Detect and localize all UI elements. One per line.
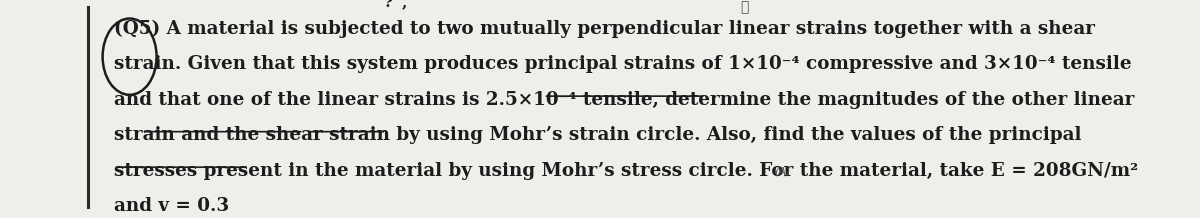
Text: and v = 0.3: and v = 0.3 bbox=[114, 197, 229, 215]
Text: (A): (A) bbox=[774, 166, 791, 176]
Text: ,: , bbox=[402, 0, 407, 10]
Text: and that one of the linear strains is 2.5×10⁻⁴ tensile, determine the magnitudes: and that one of the linear strains is 2.… bbox=[114, 91, 1134, 109]
Text: ⓐ: ⓐ bbox=[740, 0, 749, 14]
Text: stresses present in the material by using Mohr’s stress circle. For the material: stresses present in the material by usin… bbox=[114, 162, 1138, 180]
Text: strain and the shear strain by using Mohr’s strain circle. Also, find the values: strain and the shear strain by using Moh… bbox=[114, 126, 1081, 144]
Text: ?: ? bbox=[384, 0, 392, 10]
Text: (Q5) A material is subjected to two mutually perpendicular linear strains togeth: (Q5) A material is subjected to two mutu… bbox=[114, 20, 1096, 38]
Text: strain. Given that this system produces principal strains of 1×10⁻⁴ compressive : strain. Given that this system produces … bbox=[114, 55, 1132, 73]
